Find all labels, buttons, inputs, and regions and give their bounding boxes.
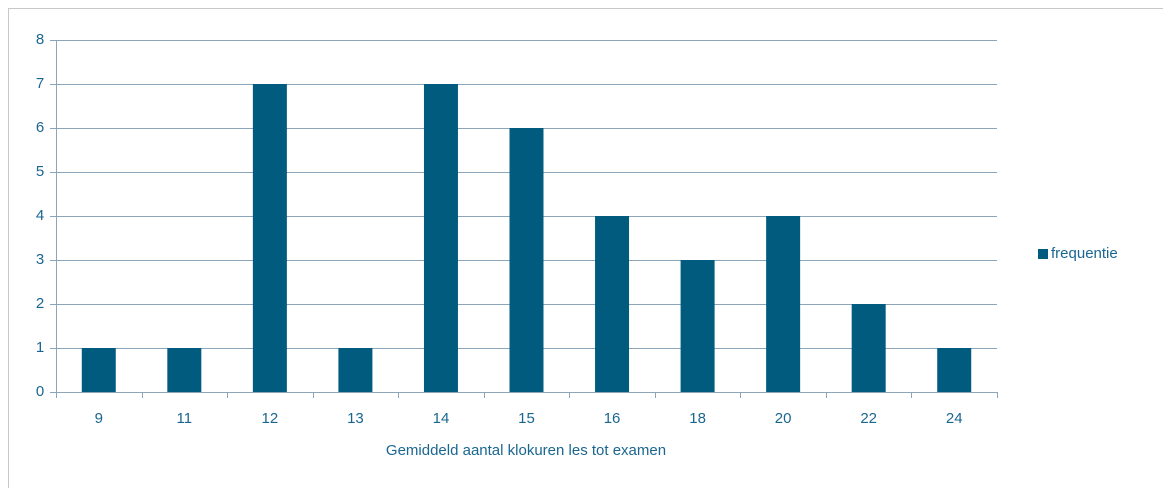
bar <box>680 260 715 392</box>
y-tick-label: 3 <box>36 251 44 268</box>
y-tick-label: 5 <box>36 163 44 180</box>
y-tick-label: 1 <box>36 339 44 356</box>
y-tick-label: 7 <box>36 75 44 92</box>
bar <box>595 216 630 392</box>
y-tick-label: 6 <box>36 119 44 136</box>
bar <box>851 304 886 392</box>
y-tick-label: 8 <box>36 31 44 48</box>
y-tick-label: 2 <box>36 295 44 312</box>
x-tick-label: 16 <box>604 410 621 427</box>
legend-swatch <box>1038 249 1048 259</box>
x-tick-label: 9 <box>95 410 103 427</box>
x-tick-label: 12 <box>262 410 279 427</box>
x-axis-title: Gemiddeld aantal klokuren les tot examen <box>386 442 666 459</box>
y-tick-label: 0 <box>36 383 44 400</box>
bar <box>509 128 544 392</box>
bar <box>338 348 373 392</box>
y-tick-label: 4 <box>36 207 44 224</box>
legend-label: frequentie <box>1051 245 1118 262</box>
x-tick-label: 20 <box>775 410 792 427</box>
bar <box>766 216 801 392</box>
x-tick-label: 13 <box>347 410 364 427</box>
x-tick-label: 24 <box>946 410 963 427</box>
bar <box>423 84 458 392</box>
chart-frame <box>8 8 1163 488</box>
x-tick-label: 11 <box>177 410 193 427</box>
x-tick-label: 14 <box>433 410 450 427</box>
bar <box>252 84 287 392</box>
bar <box>937 348 972 392</box>
bar <box>81 348 116 392</box>
bar <box>167 348 202 392</box>
x-tick-label: 15 <box>518 410 535 427</box>
x-tick-label: 18 <box>689 410 706 427</box>
x-tick-label: 22 <box>860 410 877 427</box>
